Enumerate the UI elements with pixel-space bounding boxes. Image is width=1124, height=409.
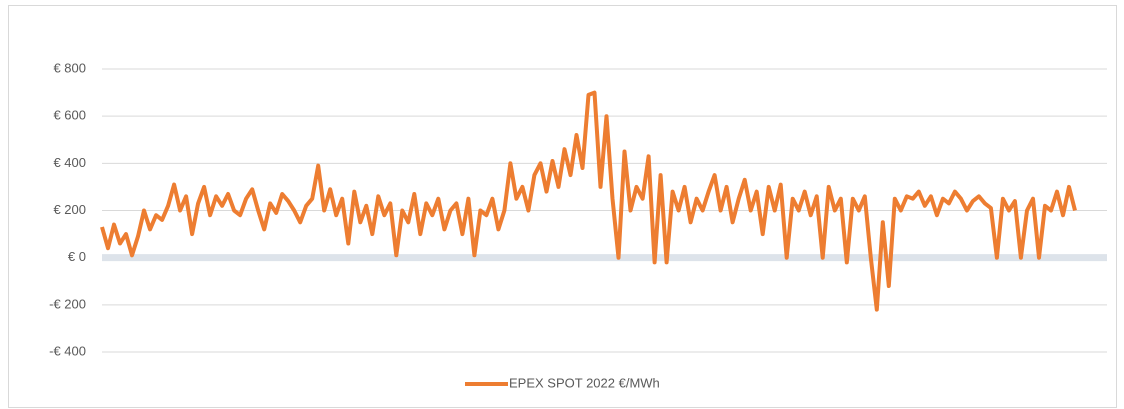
legend-label: EPEX SPOT 2022 €/MWh [509,375,660,390]
y-tick-label: -€ 400 [49,343,86,358]
y-tick-label: € 400 [53,155,86,170]
y-tick-label: € 600 [53,108,86,123]
series-line [100,90,1077,312]
y-tick-label: -€ 200 [49,296,86,311]
y-tick-label: € 200 [53,202,86,217]
y-tick-label: € 0 [68,249,86,264]
y-tick-label: € 800 [53,60,86,75]
chart-border [8,5,1117,408]
